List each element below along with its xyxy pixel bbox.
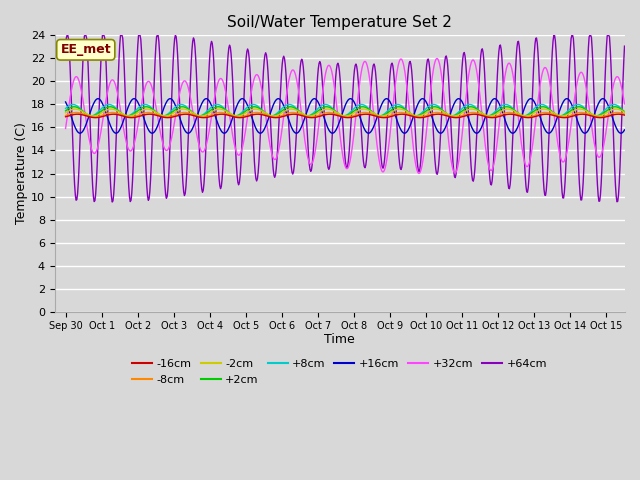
Legend: -16cm, -8cm, -2cm, +2cm, +8cm, +16cm, +32cm, +64cm: -16cm, -8cm, -2cm, +2cm, +8cm, +16cm, +3… bbox=[128, 355, 551, 389]
Y-axis label: Temperature (C): Temperature (C) bbox=[15, 122, 28, 225]
Title: Soil/Water Temperature Set 2: Soil/Water Temperature Set 2 bbox=[227, 15, 452, 30]
Text: EE_met: EE_met bbox=[60, 43, 111, 56]
X-axis label: Time: Time bbox=[324, 333, 355, 346]
